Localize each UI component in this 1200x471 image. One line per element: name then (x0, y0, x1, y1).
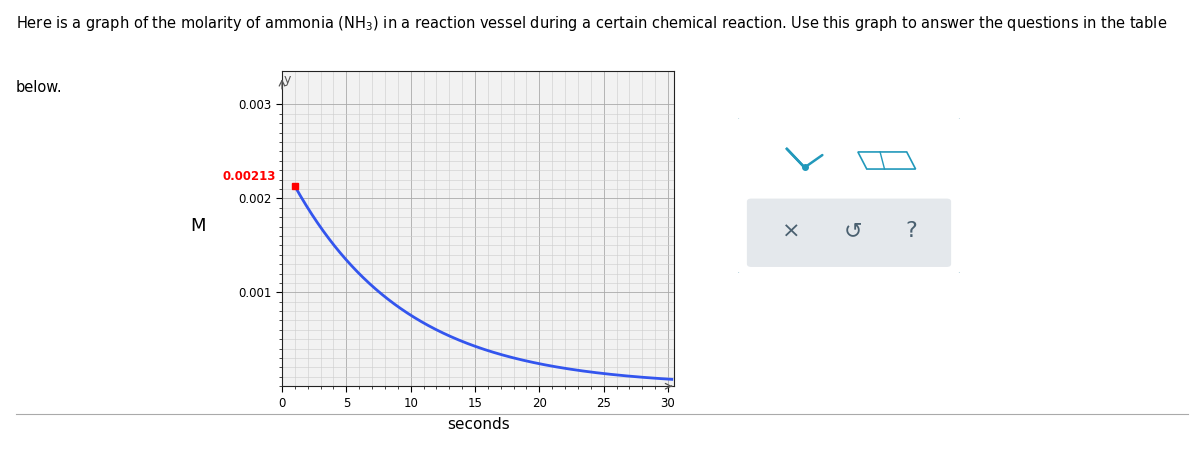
FancyBboxPatch shape (736, 116, 962, 275)
X-axis label: seconds: seconds (446, 416, 510, 431)
Text: 0.00213: 0.00213 (223, 171, 276, 183)
Text: ×: × (782, 221, 800, 241)
Text: y: y (284, 73, 292, 86)
Text: Here is a graph of the molarity of ammonia $\left(\mathrm{NH_3}\right)$ in a rea: Here is a graph of the molarity of ammon… (16, 14, 1166, 33)
Text: ↺: ↺ (844, 221, 863, 241)
Text: ?: ? (905, 221, 917, 241)
Polygon shape (858, 152, 916, 169)
Text: M: M (191, 217, 205, 235)
Text: below.: below. (16, 80, 62, 95)
FancyBboxPatch shape (746, 199, 952, 267)
